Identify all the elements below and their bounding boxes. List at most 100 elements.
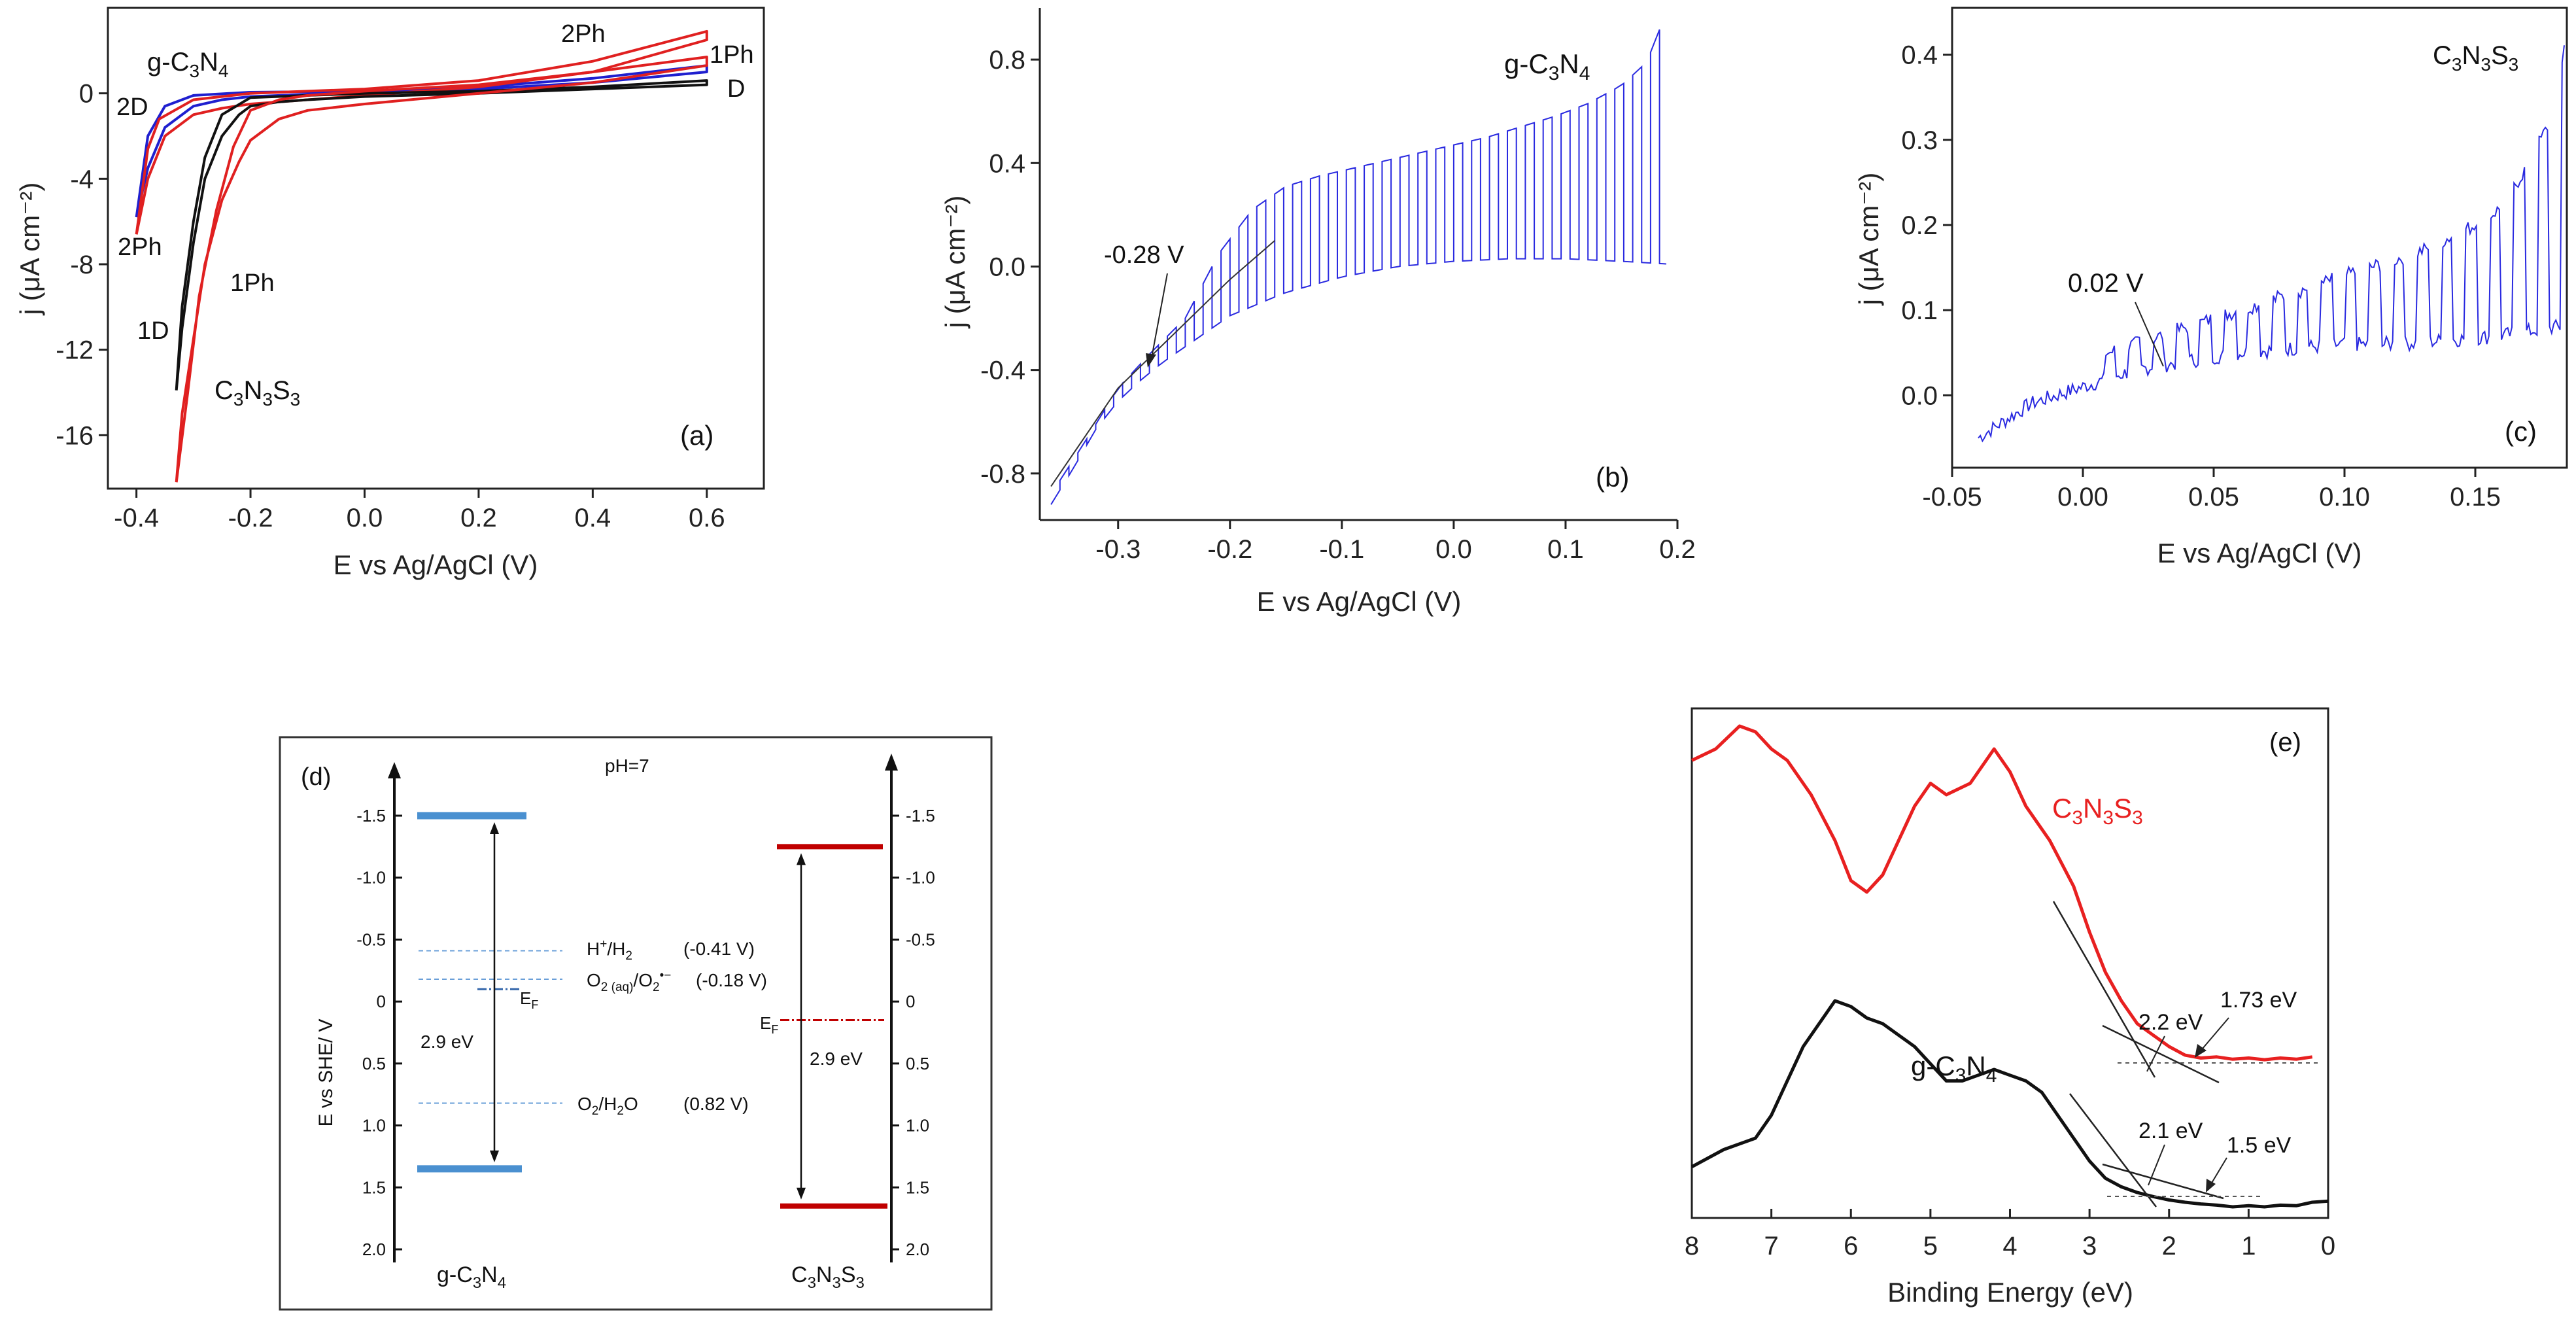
x-tick-label: -0.1 xyxy=(1319,535,1364,564)
y-tick-label: 0.2 xyxy=(1901,211,1938,240)
series-line xyxy=(175,79,708,391)
panel-c-xticks: -0.05 0.00 0.05 0.10 0.15 xyxy=(1922,468,2501,512)
right-tick-label: -1.5 xyxy=(906,806,935,825)
gap-arrowhead xyxy=(490,1150,499,1162)
x-tick-label: 3 xyxy=(2082,1232,2097,1260)
panel-e-arrow-1-73ev xyxy=(2198,1017,2229,1054)
x-tick-label: 8 xyxy=(1685,1232,1699,1260)
gap-arrowhead xyxy=(797,853,806,865)
panel-c: -0.05 0.00 0.05 0.10 0.15 0.4 0.3 0.2 0.1 0.0 E … xyxy=(1853,7,2568,568)
x-tick-label: 0 xyxy=(2321,1232,2335,1260)
panel-e-red-tangent xyxy=(2052,901,2156,1078)
panel-e-xlabel: Binding Energy (eV) xyxy=(1887,1277,2133,1308)
panel-d-ref-h2o: O2/H2O xyxy=(577,1094,638,1118)
panel-a-label-d: D xyxy=(727,75,745,103)
x-tick-label: 0.2 xyxy=(1659,535,1696,564)
panel-b-yticks: 0.8 0.4 0.0 -0.4 -0.8 xyxy=(980,46,1040,489)
panel-e-label-2-2ev: 2.2 eV xyxy=(2138,1010,2203,1035)
panel-b-series xyxy=(1050,29,1666,505)
panel-b-xlabel: E vs Ag/AgCl (V) xyxy=(1257,586,1462,617)
right-tick-label: 1.0 xyxy=(906,1116,929,1136)
right-tick-label: 1.5 xyxy=(906,1177,929,1197)
series-line xyxy=(135,29,708,235)
panel-b-ylabel: j (μA cm⁻²) xyxy=(940,196,970,330)
panel-a-label-1d: 1D xyxy=(137,317,169,345)
panel-c-label-c3n3s3: C3N3S3 xyxy=(2433,41,2518,75)
panel-e-arrow-2-2ev xyxy=(2146,1035,2165,1072)
panel-e-label-1-5ev: 1.5 eV xyxy=(2227,1133,2292,1158)
panel-e-panel-letter: (e) xyxy=(2269,728,2301,757)
panel-a-label-gc3n4: g-C3N4 xyxy=(147,48,229,81)
panel-e: 8 7 6 5 4 3 2 1 0 Binding Energy (eV) (e) C3N3S3… xyxy=(1685,707,2335,1308)
series-line xyxy=(175,56,708,483)
panel-e-label-1-73ev: 1.73 eV xyxy=(2220,988,2297,1013)
x-tick-label: 0.4 xyxy=(575,504,611,532)
panel-a-label-c3n3s3: C3N3S3 xyxy=(215,376,300,409)
panel-a-yticks: 0 -4 -8 -12 -16 xyxy=(56,80,108,450)
left-tick-label: 0.5 xyxy=(362,1054,386,1073)
panel-d-ref-o2: O2 (aq)/O2•− xyxy=(587,969,671,994)
panel-c-onset-arrow xyxy=(2135,302,2164,367)
panel-c-series xyxy=(1978,45,2565,443)
panel-e-label-2-1ev: 2.1 eV xyxy=(2138,1119,2203,1143)
panel-e-arrow-2-1ev xyxy=(2148,1144,2165,1186)
panel-d-ref-h2o-value: (0.82 V) xyxy=(683,1094,749,1114)
panel-e-red-lowtangent xyxy=(2102,1024,2220,1084)
x-tick-label: 0.00 xyxy=(2057,483,2108,512)
panel-c-yticks: 0.4 0.3 0.2 0.1 0.0 xyxy=(1901,41,1952,410)
x-tick-label: -0.4 xyxy=(114,504,159,532)
panel-b-onset-arrowhead xyxy=(1146,353,1156,368)
y-tick-label: 0.1 xyxy=(1901,296,1938,325)
x-tick-label: 5 xyxy=(1923,1232,1938,1260)
panel-c-onset-label: 0.02 V xyxy=(2068,269,2144,298)
panel-b-frame xyxy=(1039,8,1677,521)
panel-d-gap-right: 2.9 eV xyxy=(810,1049,863,1069)
x-tick-label: -0.05 xyxy=(1922,483,1982,512)
left-tick-label: -1.0 xyxy=(356,868,386,888)
y-tick-label: 0.0 xyxy=(1901,381,1938,410)
panel-c-frame xyxy=(1951,7,2568,469)
panel-d-frame xyxy=(279,736,993,1311)
panel-e-arrowhead-1-5ev xyxy=(2206,1179,2216,1192)
panel-e-xticks: 8 7 6 5 4 3 2 1 0 xyxy=(1685,1209,2335,1260)
y-tick-label: 0.8 xyxy=(989,46,1025,75)
panel-d-ref-o2-value: (-0.18 V) xyxy=(696,970,767,990)
panel-a-label-2ph-right: 2Ph xyxy=(561,20,606,48)
y-tick-label: -4 xyxy=(70,165,94,194)
right-tick-label: 2.0 xyxy=(906,1240,929,1259)
panel-d-ref-h2-value: (-0.41 V) xyxy=(683,939,755,959)
series-line xyxy=(135,64,708,218)
gap-arrowhead xyxy=(490,822,499,834)
x-tick-label: 0.05 xyxy=(2188,483,2239,512)
right-tick-label: 0.5 xyxy=(906,1054,929,1073)
x-tick-label: 0.0 xyxy=(347,504,383,532)
panel-a-frame xyxy=(107,7,765,490)
panel-a-label-2ph-left: 2Ph xyxy=(118,234,162,261)
x-tick-label: 0.2 xyxy=(460,504,497,532)
panel-a-panel-letter: (a) xyxy=(680,420,713,451)
panel-a-series xyxy=(135,29,708,483)
left-tick-label: -1.5 xyxy=(356,806,386,825)
series-line xyxy=(1691,999,2329,1209)
panel-d-ylabel: E vs SHE/ V xyxy=(315,1018,337,1126)
panel-d-ef-right: EF xyxy=(760,1013,778,1036)
x-tick-label: 2 xyxy=(2162,1232,2176,1260)
series-line xyxy=(1050,29,1666,505)
y-tick-label: -8 xyxy=(70,251,94,279)
panel-d-right-axis-arrowhead xyxy=(885,754,898,771)
gap-arrowhead xyxy=(797,1187,806,1200)
left-tick-label: 1.0 xyxy=(362,1116,386,1136)
x-tick-label: 6 xyxy=(1844,1232,1858,1260)
y-tick-label: -16 xyxy=(56,421,94,450)
series-line xyxy=(1691,724,2313,1062)
left-tick-label: -0.5 xyxy=(356,929,386,949)
panel-c-ylabel: j (μA cm⁻²) xyxy=(1853,173,1884,307)
left-tick-label: 0 xyxy=(377,992,386,1011)
y-tick-label: 0 xyxy=(79,80,94,109)
left-tick-label: 1.5 xyxy=(362,1177,386,1197)
x-tick-label: -0.2 xyxy=(228,504,273,532)
panel-d-material-c3n3s3: C3N3S3 xyxy=(791,1262,865,1292)
panel-e-black-lowtangent xyxy=(2102,1163,2224,1200)
y-tick-label: -0.8 xyxy=(980,460,1025,489)
